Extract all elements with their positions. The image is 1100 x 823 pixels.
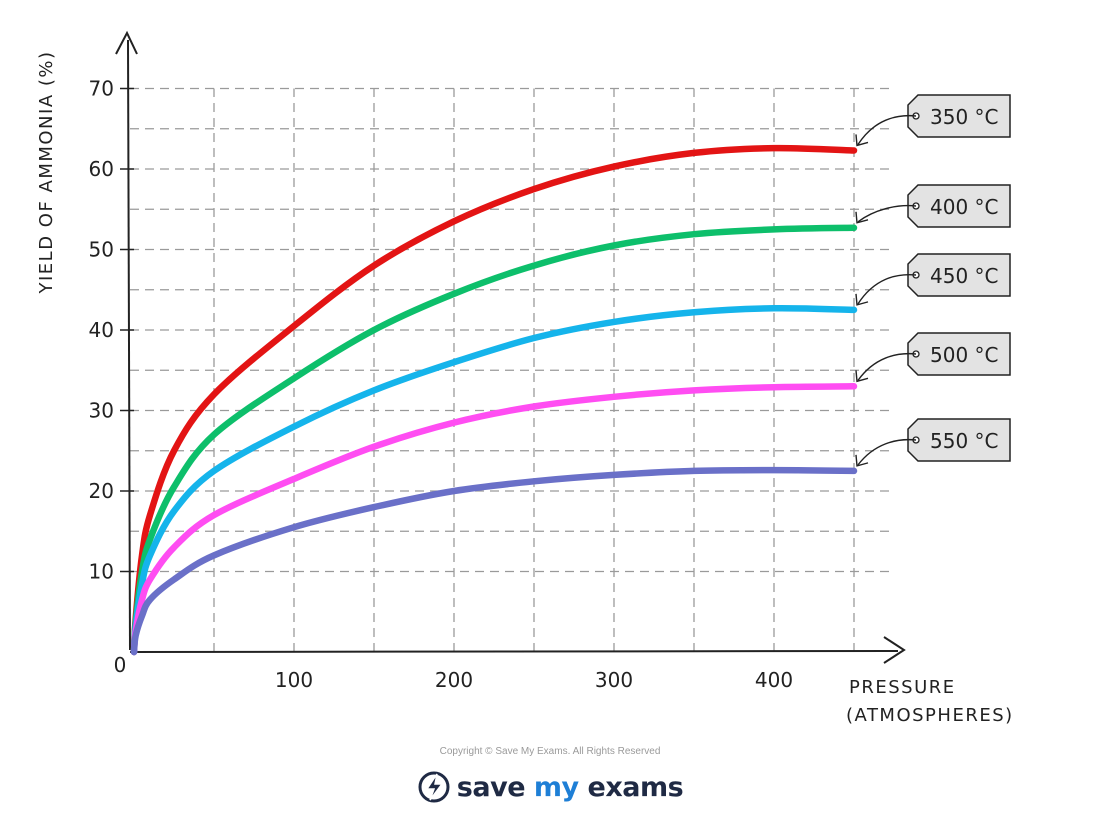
x-tick-labels: 100 200 300 400 xyxy=(275,668,793,692)
x-axis-arrow xyxy=(883,636,906,664)
lightning-logo-icon xyxy=(418,771,450,803)
y-tick-label: 40 xyxy=(89,318,114,342)
y-tick-label: 70 xyxy=(89,77,114,101)
y-tick-label: 60 xyxy=(89,157,114,181)
series-tag-500: 500 °C xyxy=(855,332,1011,383)
series-line-550 xyxy=(130,466,858,656)
logo-wordmark: save my exams xyxy=(456,771,684,803)
tag-arrowhead xyxy=(855,134,869,147)
series-line-400 xyxy=(130,224,858,656)
x-tick-label: 400 xyxy=(755,668,793,692)
series-tag-350: 350 °C xyxy=(855,94,1011,147)
y-tick-label: 50 xyxy=(89,238,114,262)
tag-label: 500 °C xyxy=(930,343,999,367)
x-tick-label: 300 xyxy=(595,668,633,692)
x-axis-title-line2: (ATMOSPHERES) xyxy=(846,705,1014,726)
y-tick-labels: 10 20 30 40 50 60 70 xyxy=(89,77,134,584)
logo-word-exams: exams xyxy=(587,771,684,803)
tag-label: 450 °C xyxy=(930,264,999,288)
y-axis-line xyxy=(127,39,131,651)
series-lines xyxy=(130,144,858,656)
tag-shape xyxy=(907,253,1011,297)
copyright-text: Copyright © Save My Exams. All Rights Re… xyxy=(439,746,661,757)
series-tag-550: 550 °C xyxy=(855,418,1011,467)
logo-word-my: my xyxy=(533,771,579,803)
y-tick-label: 10 xyxy=(89,560,114,584)
x-tick-label: 100 xyxy=(275,668,313,692)
x-axis-line xyxy=(129,650,899,653)
tag-shape xyxy=(907,184,1011,228)
tag-arrowhead xyxy=(855,370,869,383)
y-axis-arrow xyxy=(115,30,138,55)
grid xyxy=(130,87,890,652)
tag-label: 400 °C xyxy=(930,195,999,219)
tag-label: 350 °C xyxy=(930,105,999,129)
x-tick-label: 200 xyxy=(435,668,473,692)
tag-shape xyxy=(907,418,1011,462)
tag-arrowhead xyxy=(855,454,869,467)
tag-shape xyxy=(907,332,1011,376)
series-line-500 xyxy=(130,383,858,656)
tag-arrow xyxy=(857,352,917,381)
tag-arrow xyxy=(857,114,917,145)
y-tick-label: 30 xyxy=(89,399,114,423)
tag-shape xyxy=(907,94,1011,138)
y-tick-label: 20 xyxy=(89,479,114,503)
tag-arrowhead xyxy=(855,293,869,306)
series-line-450 xyxy=(130,304,858,656)
series-labels: 350 °C 400 °C 450 °C 500 °C 550 °C xyxy=(855,94,1011,467)
y-axis-title: YIELD OF AMMONIA (%) xyxy=(36,50,57,294)
tag-arrowhead xyxy=(855,211,869,224)
series-tag-450: 450 °C xyxy=(855,253,1011,306)
logo-word-save: save xyxy=(456,771,526,803)
brand-logo: save my exams xyxy=(0,770,1100,808)
series-line-350 xyxy=(130,144,858,656)
tag-arrow xyxy=(857,438,917,466)
series-tag-400: 400 °C xyxy=(855,184,1011,228)
tag-arrow xyxy=(857,273,917,305)
x-axis-title-line1: PRESSURE xyxy=(849,677,956,698)
origin-label: 0 xyxy=(114,653,127,677)
tag-label: 550 °C xyxy=(930,429,999,453)
tag-arrow xyxy=(857,204,917,223)
axes xyxy=(115,30,906,664)
